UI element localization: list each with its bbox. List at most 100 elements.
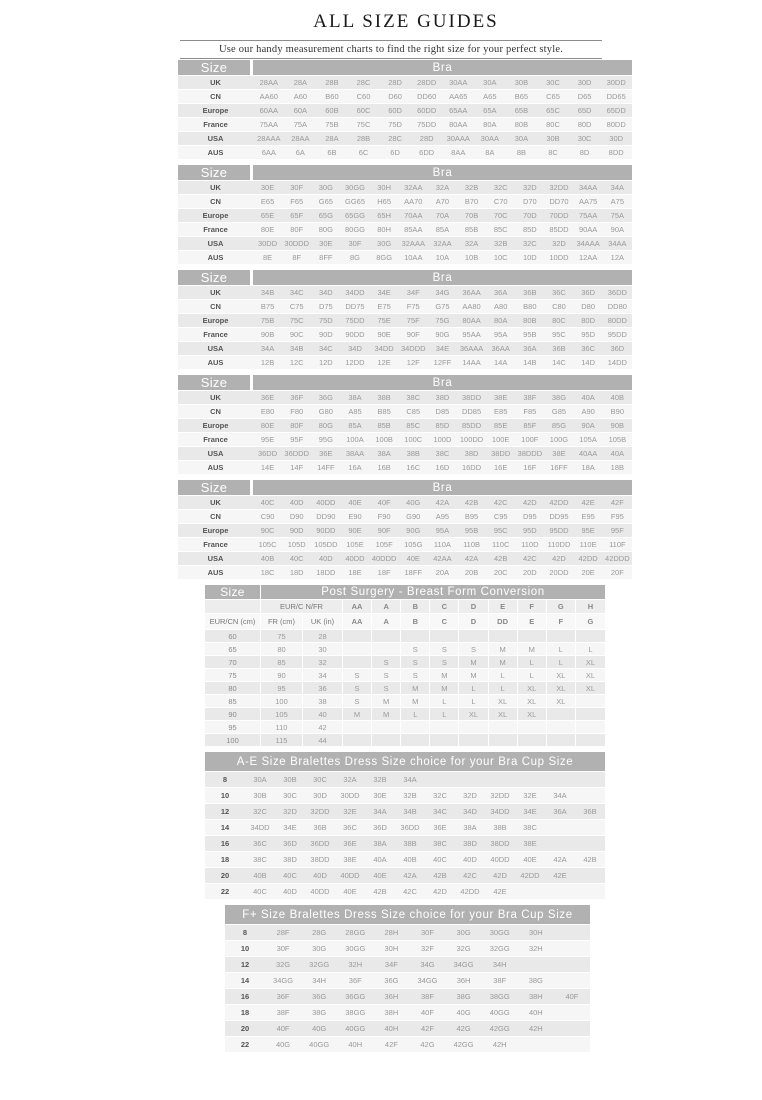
bra-size-cell: 100G xyxy=(544,433,574,446)
bra-size-cell: 36G xyxy=(301,989,338,1004)
bra-header: Bra xyxy=(253,165,632,180)
bra-size-cell: 60AA xyxy=(253,104,285,117)
bra-size-cell: B65 xyxy=(505,90,538,103)
bra-size-cell: 20C xyxy=(486,566,516,579)
bra-size-cell: 80E xyxy=(253,419,283,432)
bra-size-cell: 80DD xyxy=(602,314,632,327)
bra-size-cell: 100F xyxy=(515,433,545,446)
bra-size-cell: 34G xyxy=(427,286,457,299)
bra-size-cell: 40DD xyxy=(335,868,365,883)
bra-size-cell: 38A xyxy=(369,447,399,460)
bra-size-cell: 30GG xyxy=(337,941,374,956)
fplus-bralettes-table: F+ Size Bralettes Dress Size choice for … xyxy=(225,904,590,1053)
bra-size-cell xyxy=(575,836,605,851)
bra-size-cell: 80D xyxy=(573,314,603,327)
fit-size-cell: M xyxy=(430,682,460,694)
bra-size-cell: 40D xyxy=(275,884,305,899)
bra-size-cell: 30C xyxy=(537,76,569,89)
bra-size-cell xyxy=(553,973,590,988)
fit-size-cell: L xyxy=(546,656,576,668)
bra-size-table-4: Size Bra UK 36E 36F 36G 38A 38B 38C 38D 38DD 38E 38F… xyxy=(178,374,632,475)
bra-size-cell: 32E xyxy=(335,804,365,819)
bra-size-cell: 42GG xyxy=(445,1037,482,1052)
dress-size-row-label: 12 xyxy=(225,957,265,972)
fit-size-cell: XL xyxy=(575,656,605,668)
bra-size-cell: 12DD xyxy=(340,356,370,369)
bra-size-cell: 75D xyxy=(379,118,411,131)
bra-size-cell: 30G xyxy=(311,181,341,194)
bra-size-cell: 38DDD xyxy=(515,447,545,460)
bra-size-cell: 42E xyxy=(545,868,575,883)
bra-size-cell: 32AA xyxy=(398,181,428,194)
bra-size-cell: 12F xyxy=(398,356,428,369)
bra-size-cell: 70C xyxy=(486,209,516,222)
cup-column-header: H xyxy=(575,600,605,613)
region-row-label: USA xyxy=(178,552,253,565)
bra-size-cell: 30F xyxy=(409,925,446,940)
bra-size-cell: 36F xyxy=(265,989,302,1004)
bra-size-cell: 100DD xyxy=(456,433,487,446)
bra-size-cell: A90 xyxy=(573,405,603,418)
measurement-cell: 110 xyxy=(261,721,303,733)
bra-size-cell: A85 xyxy=(340,405,370,418)
column-header: E xyxy=(517,614,547,629)
fit-size-cell xyxy=(546,708,576,720)
bra-size-cell: 30C xyxy=(275,788,305,803)
bra-size-cell: 16E xyxy=(486,461,516,474)
bra-size-cell: 40GG xyxy=(337,1021,374,1036)
bra-size-cell xyxy=(517,957,554,972)
bra-size-cell: 75DD xyxy=(410,118,443,131)
size-corner-header: Size xyxy=(178,375,253,390)
bra-size-cell: 28A xyxy=(316,132,348,145)
bra-size-cell: 36D xyxy=(602,342,632,355)
bra-size-cell: A75 xyxy=(602,195,632,208)
region-row-label: AUS xyxy=(178,146,253,159)
table-title-header: F+ Size Bralettes Dress Size choice for … xyxy=(225,905,590,924)
bra-size-cell: 100A xyxy=(340,433,370,446)
bra-size-cell: 36B xyxy=(305,820,335,835)
bra-size-cell: 42H xyxy=(481,1037,518,1052)
bra-size-cell: B60 xyxy=(316,90,348,103)
bra-size-cell: 38GG xyxy=(337,1005,374,1020)
bra-size-cell: 65AA xyxy=(442,104,475,117)
bra-size-cell: 18FF xyxy=(398,566,428,579)
region-row-label: CN xyxy=(178,300,253,313)
bra-size-cell: 34GG xyxy=(265,973,302,988)
bra-size-cell: 38A xyxy=(365,836,395,851)
bra-size-cell: H65 xyxy=(369,195,399,208)
fit-size-cell: S xyxy=(401,643,431,655)
bra-size-cell: 38H xyxy=(517,989,554,1004)
bra-size-cell: 95DD xyxy=(602,328,632,341)
bra-size-cell: 30DDD xyxy=(282,237,312,250)
bra-size-cell: 36B xyxy=(544,342,574,355)
bra-size-cell: 95C xyxy=(486,524,516,537)
post-surgery-header: Post Surgery - Breast Form Conversion xyxy=(261,585,605,599)
bra-size-cell: 75A xyxy=(284,118,317,131)
bra-size-cell: 105A xyxy=(573,433,603,446)
bra-size-cell: 32GG xyxy=(301,957,338,972)
bra-size-cell: 30GG xyxy=(481,925,518,940)
bra-size-cell: 36AAA xyxy=(456,342,487,355)
bra-size-cell: 12FF xyxy=(427,356,457,369)
bra-size-cell: 36F xyxy=(282,391,312,404)
bra-size-cell: 32AA xyxy=(427,237,457,250)
bra-size-cell: 95DD xyxy=(544,524,574,537)
region-row-label: France xyxy=(178,118,253,131)
column-header: G xyxy=(575,614,605,629)
bra-size-cell: 65G xyxy=(311,209,341,222)
region-row-label: AUS xyxy=(178,251,253,264)
bra-size-cell: 85F xyxy=(515,419,545,432)
fit-size-cell: M xyxy=(372,695,402,707)
bra-size-cell: AA75 xyxy=(573,195,603,208)
bra-size-cell xyxy=(545,772,575,787)
bra-size-cell: 32D xyxy=(544,237,574,250)
bra-size-cell: 90F xyxy=(369,524,399,537)
bra-size-cell: 34A xyxy=(253,342,283,355)
bra-size-cell: 70D xyxy=(515,209,545,222)
bra-size-cell: 40H xyxy=(517,1005,554,1020)
bra-size-cell: 95E xyxy=(573,524,603,537)
bra-size-cell: 8E xyxy=(253,251,283,264)
bra-size-cell: 105C xyxy=(253,538,283,551)
bra-size-cell: 60D xyxy=(379,104,411,117)
bra-size-cell: 40A xyxy=(365,852,395,867)
